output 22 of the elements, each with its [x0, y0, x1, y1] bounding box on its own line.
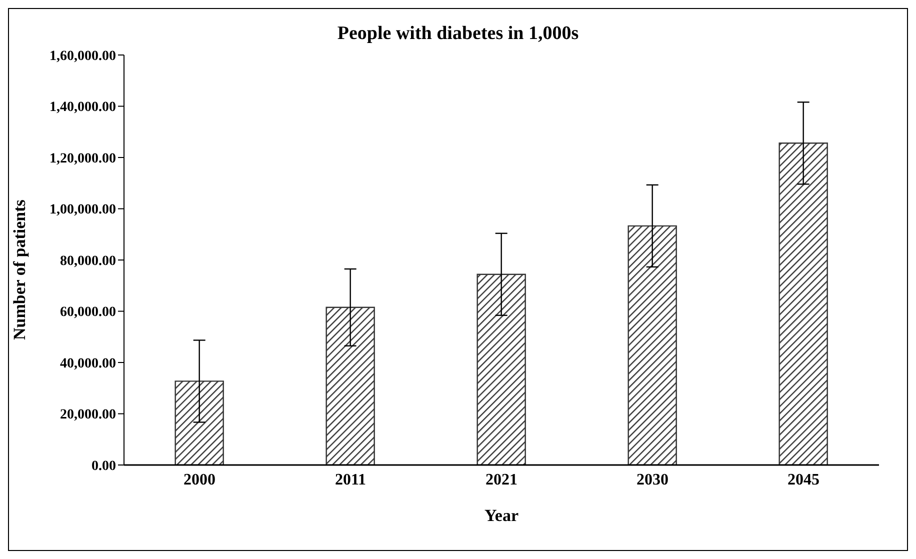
bar — [628, 225, 677, 465]
bar — [174, 380, 224, 465]
bar — [476, 274, 526, 465]
y-tick-label: 1,60,000.00 — [50, 48, 116, 64]
y-tick-label: 1,20,000.00 — [50, 151, 116, 166]
chart-title: People with diabetes in 1,000s — [336, 23, 580, 45]
x-tick-label: 2000 — [184, 471, 216, 488]
y-tick-label: 80,000.00 — [60, 254, 116, 269]
y-tick-label: 20,000.00 — [60, 408, 116, 423]
y-axis-title: Number of patients — [10, 199, 30, 340]
x-tick-label: 2021 — [486, 471, 518, 488]
y-tick-label: 40,000.00 — [60, 356, 116, 372]
x-tick-label: 2011 — [334, 471, 366, 488]
bar — [326, 306, 375, 465]
y-tick-label: 1,40,000.00 — [50, 100, 116, 116]
y-tick-label: 1,00,000.00 — [50, 202, 116, 218]
bar — [778, 142, 828, 465]
x-tick-label: 2045 — [788, 471, 820, 488]
y-tick-label: 60,000.00 — [60, 305, 116, 320]
y-tick-label: 0.00 — [92, 458, 116, 474]
x-axis-title: Year — [484, 506, 519, 525]
x-tick-label: 2030 — [636, 471, 668, 488]
